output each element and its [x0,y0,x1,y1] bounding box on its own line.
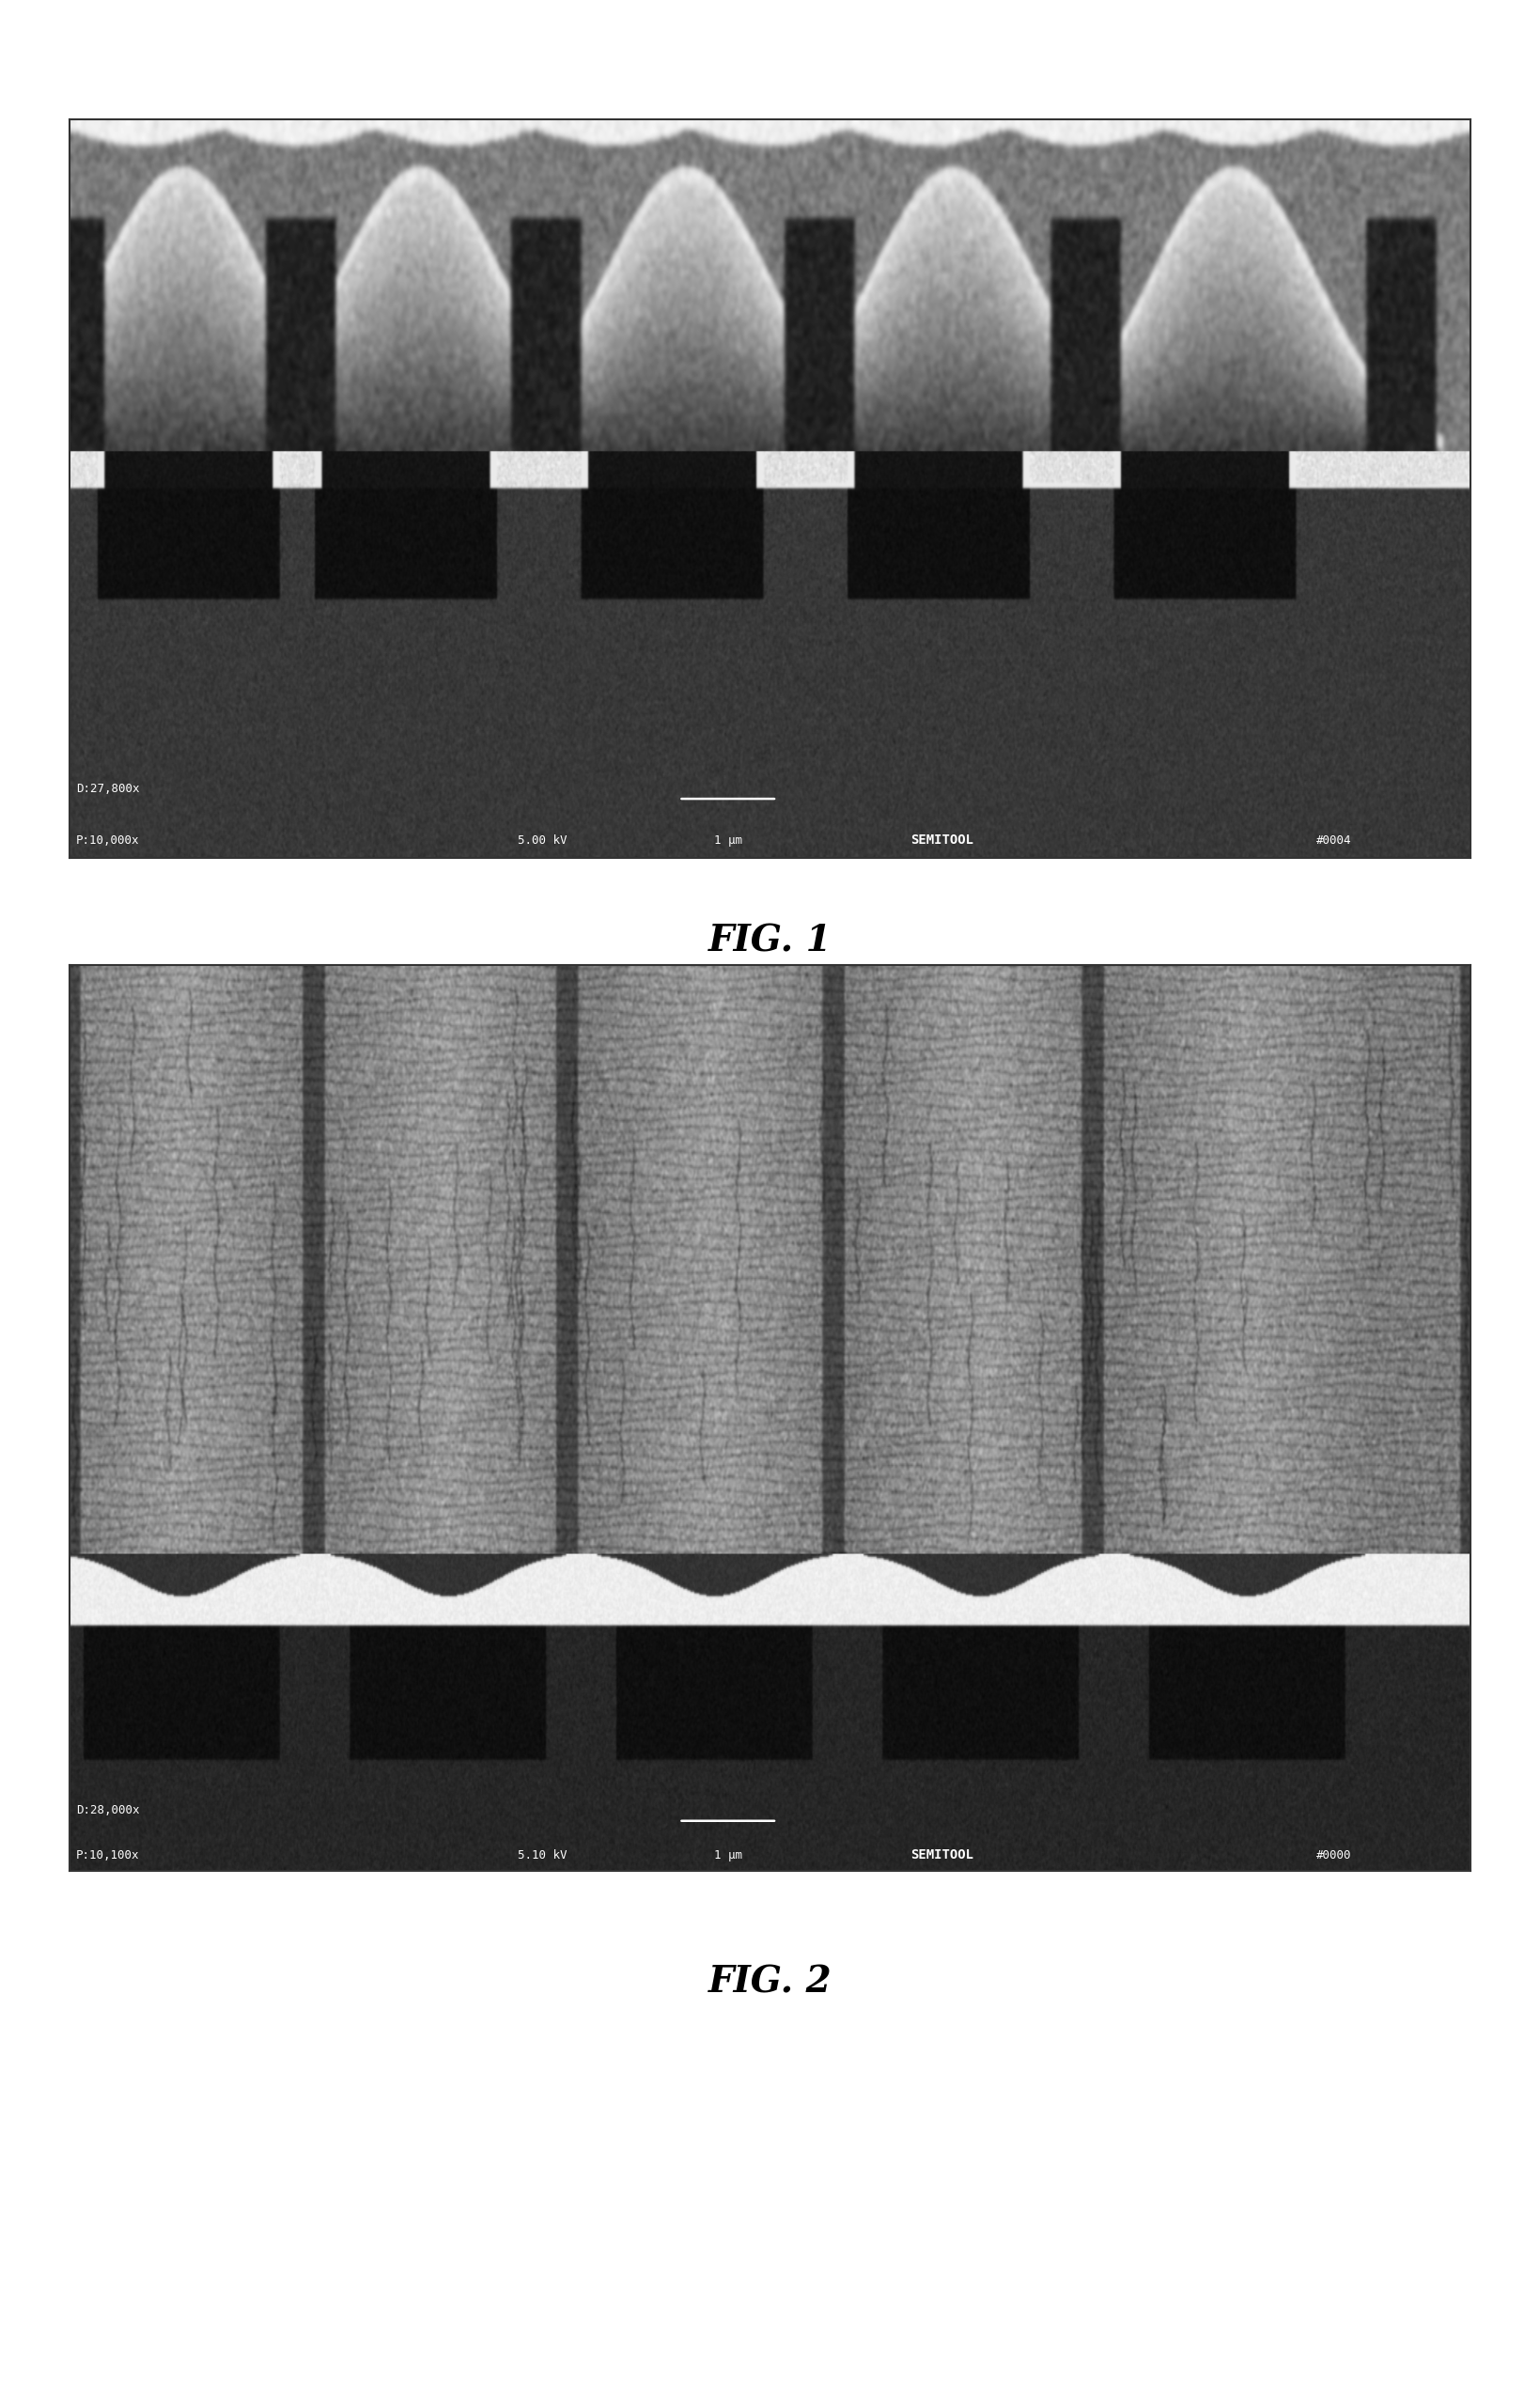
Text: 1 μm: 1 μm [715,834,742,846]
Text: D:27,800x: D:27,800x [77,784,140,796]
Text: 5.00 kV: 5.00 kV [517,834,567,846]
Text: P:10,000x: P:10,000x [77,834,140,846]
Text: SEMITOOL: SEMITOOL [910,1849,973,1861]
Text: SEMITOOL: SEMITOOL [910,834,973,846]
Text: #0004: #0004 [1317,834,1352,846]
Text: #0000: #0000 [1317,1849,1352,1861]
Text: P:10,100x: P:10,100x [77,1849,140,1861]
Text: FIG. 2: FIG. 2 [708,1966,832,1999]
Text: 5.10 kV: 5.10 kV [517,1849,567,1861]
Text: FIG. 1: FIG. 1 [708,925,832,958]
Text: 1 μm: 1 μm [715,1849,742,1861]
Text: D:28,000x: D:28,000x [77,1804,140,1816]
